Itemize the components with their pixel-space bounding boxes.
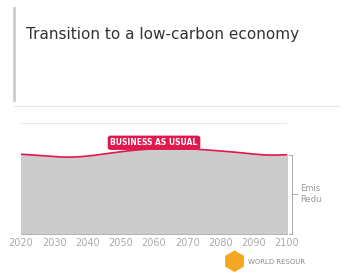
- Polygon shape: [226, 251, 243, 271]
- Text: Emis
Redu: Emis Redu: [300, 185, 322, 204]
- Text: Transition to a low-carbon economy: Transition to a low-carbon economy: [26, 28, 299, 43]
- Text: WORLD RESOUR: WORLD RESOUR: [248, 259, 306, 265]
- Text: BUSINESS AS USUAL: BUSINESS AS USUAL: [110, 138, 198, 147]
